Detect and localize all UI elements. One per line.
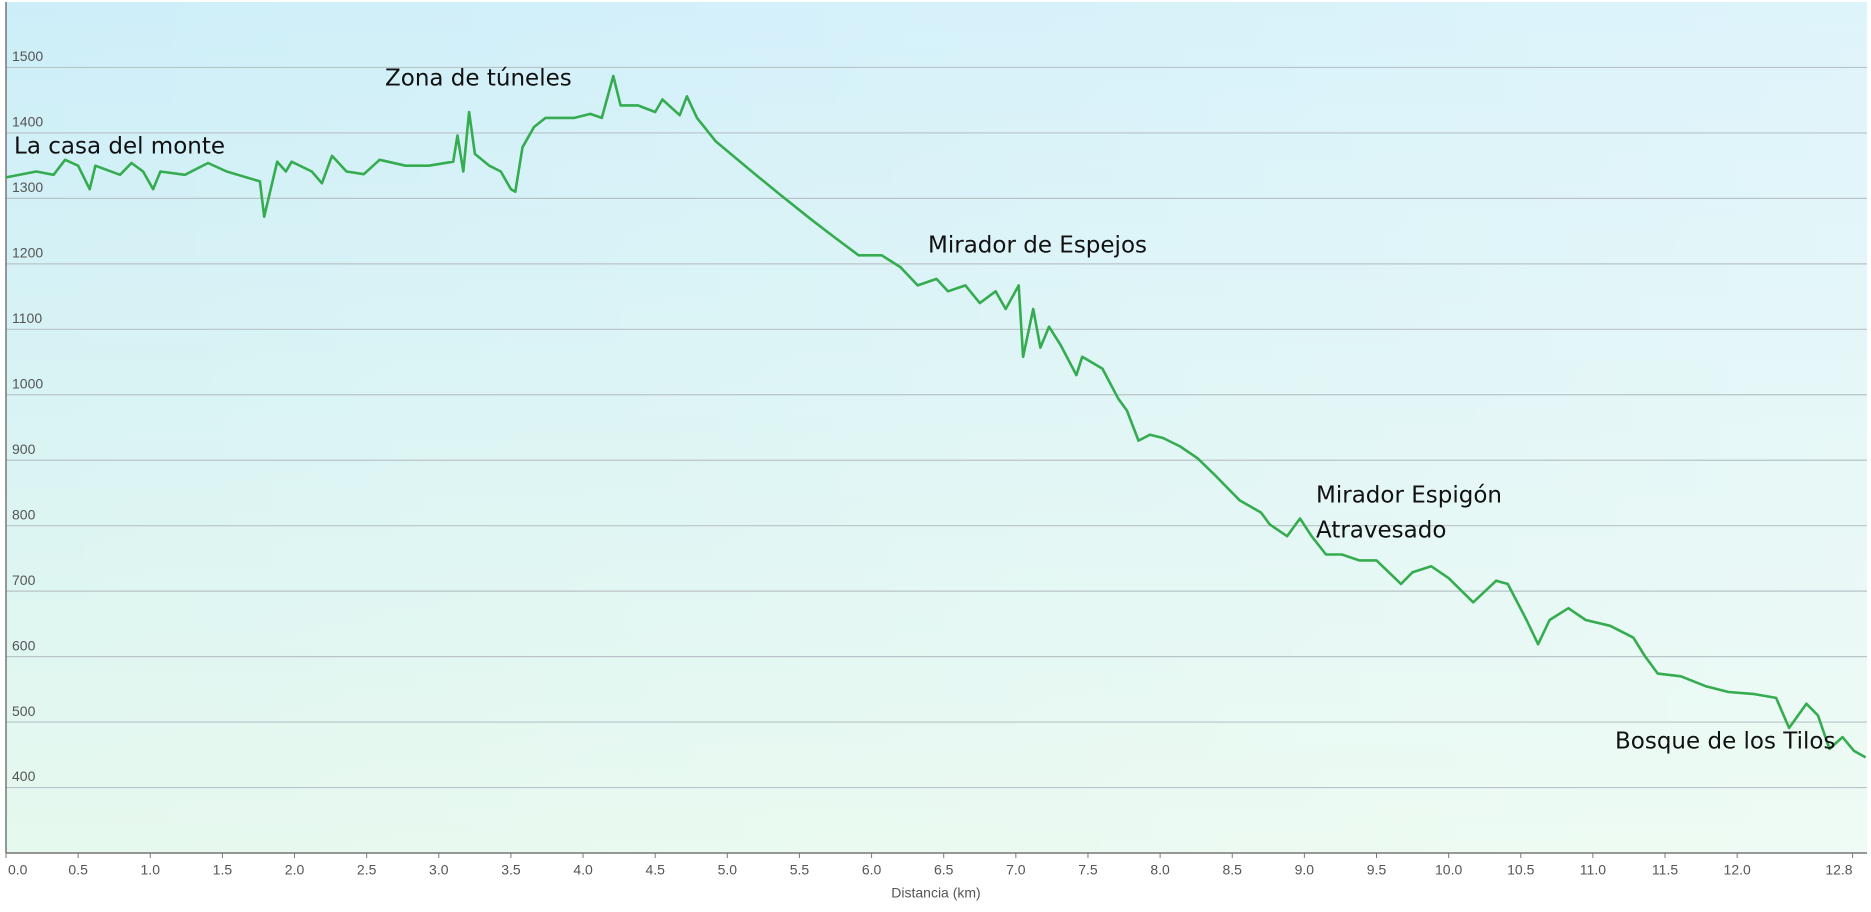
- x-tick-label: 1.5: [213, 862, 233, 878]
- annotation: Atravesado: [1316, 518, 1446, 544]
- x-tick-label: 5.0: [718, 862, 738, 878]
- x-tick-label: 7.5: [1078, 862, 1098, 878]
- annotation: La casa del monte: [14, 134, 225, 160]
- x-tick-label: 9.0: [1295, 862, 1315, 878]
- x-tick-label: 12.8: [1825, 862, 1852, 878]
- y-tick-label: 500: [12, 703, 36, 719]
- x-tick-label: 3.0: [429, 862, 449, 878]
- annotation: Bosque de los Tilos: [1615, 729, 1835, 755]
- y-tick-label: 1200: [12, 245, 43, 261]
- x-tick-label: 9.5: [1367, 862, 1387, 878]
- plot-shade: [6, 2, 1867, 853]
- x-axis-label: Distancia (km): [891, 885, 980, 901]
- y-tick-label: 1300: [12, 179, 43, 195]
- y-tick-label: 1000: [12, 375, 43, 391]
- y-tick-label: 1500: [12, 48, 43, 64]
- x-tick-label: 11.5: [1652, 862, 1678, 878]
- y-tick-label: 900: [12, 441, 36, 457]
- x-tick-label: 8.0: [1150, 862, 1170, 878]
- x-tick-label: 3.5: [501, 862, 521, 878]
- x-tick-label: 12.0: [1724, 862, 1751, 878]
- x-tick-label: 4.0: [573, 862, 593, 878]
- x-tick-label: 6.5: [934, 862, 954, 878]
- annotation: Mirador de Espejos: [928, 233, 1147, 259]
- x-tick-label: 11.0: [1580, 862, 1606, 878]
- y-tick-label: 1100: [12, 310, 42, 326]
- y-tick-label: 700: [12, 572, 36, 588]
- annotation: Zona de túneles: [385, 66, 572, 92]
- x-tick-label: 6.0: [862, 862, 882, 878]
- elevation-line: [5, 74, 1867, 759]
- x-tick-label: 2.5: [357, 862, 377, 878]
- x-tick-label: 2.0: [285, 862, 305, 878]
- x-tick-label: 10.5: [1507, 862, 1534, 878]
- y-tick-label: 400: [12, 768, 36, 784]
- annotation: Mirador Espigón: [1316, 483, 1502, 509]
- x-tick-label: 0.0: [8, 862, 28, 878]
- x-tick-label: 1.0: [141, 862, 161, 878]
- x-tick-label: 0.5: [68, 862, 88, 878]
- x-tick-label: 8.5: [1223, 862, 1243, 878]
- x-tick-label: 5.5: [790, 862, 810, 878]
- y-tick-label: 1400: [12, 114, 43, 130]
- y-tick-label: 800: [12, 506, 36, 522]
- x-tick-label: 10.0: [1435, 862, 1462, 878]
- x-tick-label: 7.0: [1006, 862, 1026, 878]
- y-tick-label: 600: [12, 637, 36, 653]
- x-tick-label: 4.5: [645, 862, 665, 878]
